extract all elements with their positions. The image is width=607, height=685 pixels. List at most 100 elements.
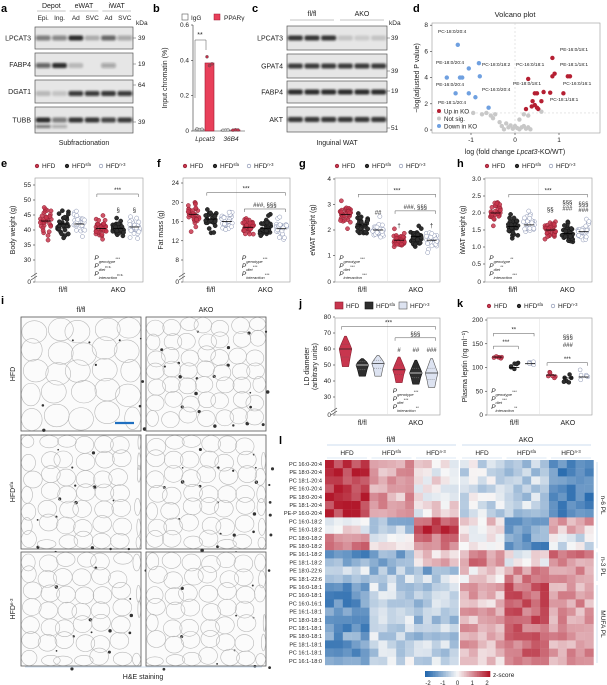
heatmap-cell [540,460,550,469]
heatmap-cell [396,533,406,543]
x-tick-label: AKO [408,420,423,427]
nucleus [268,666,272,670]
adipocyte-outline [219,570,239,588]
heatmap-cell [431,656,441,666]
heatmap-cell [431,501,441,510]
colorbar-tick-label: 2 [485,681,489,685]
protein-band [52,63,67,68]
heatmap-cell [460,533,470,543]
heatmap-cell [486,583,496,592]
data-point [247,220,253,226]
colorbar-segment [433,671,436,677]
heatmap-cell [369,583,379,592]
y-tick-label: 3 [327,202,331,209]
protein-band [354,63,370,69]
heatmap-cell [396,615,406,625]
heatmap-cell [486,624,496,633]
heatmap-cell [495,525,505,534]
heatmap-cell [405,550,415,559]
heatmap-cell [342,632,352,641]
heatmap-cell [557,624,567,633]
legend-label: HFD [342,163,356,170]
y-tick-label: 60 [324,346,332,353]
protein-band [321,89,337,95]
heatmap-cell [513,550,523,559]
heatmap-cell [351,542,361,551]
significance-mark: ### [427,348,438,354]
heatmap-cell [513,574,523,584]
data-point [563,228,568,234]
nucleus [108,629,112,633]
adipocyte-outline [64,359,91,383]
adipocyte-outline [257,536,266,549]
histology-image [20,316,147,432]
heatmap-cell [422,550,432,559]
colorbar-tick-label: -1 [440,681,446,685]
data-point [514,218,520,224]
heatmap-cell [440,501,450,510]
heatmap-cell [557,599,567,608]
heatmap-cell [342,468,352,477]
adipocyte-outline [231,363,251,380]
heatmap-cell [351,476,361,485]
heatmap-row-label: PE 18:0-18:2 [289,544,322,550]
adipocyte-outline [21,631,41,649]
data-point [380,222,385,228]
legend-marker [212,163,218,169]
heatmap-cell [369,624,379,633]
adipocyte-outline [210,392,229,410]
heatmap-row-label: PE 16:1-18:1 [289,610,322,616]
volcano-point-down [473,95,478,100]
p-value-term: interaction [246,275,265,280]
heatmap-cell [405,492,415,502]
kda-marker: 39 [391,35,399,42]
heatmap-cell [531,640,541,649]
adipocyte-outline [160,502,180,520]
heatmap-cell [342,640,352,649]
data-point [127,235,133,240]
data-point [508,212,513,217]
volcano-point-ns [497,119,502,125]
blot-strip [34,106,134,134]
adipocyte-outline [232,331,252,348]
adipocyte-outline [146,530,165,548]
violin [409,359,423,385]
heatmap-cell [422,574,432,584]
colorbar-segment [431,671,434,677]
heatmap-cell [342,574,352,584]
adipocyte-outline [21,454,36,472]
colorbar-label: z-score [493,672,515,679]
adipocyte-outline [74,655,94,666]
p-value-stat: Pinteractionn.s. [94,271,123,280]
y-tick-label: 12 [172,238,180,245]
adipocyte-outline [236,650,256,666]
heatmap-cell [360,525,370,534]
adipocyte-outline [115,383,141,407]
heatmap-cell [522,533,532,543]
protein-band [35,117,51,123]
heatmap-cell [504,558,514,567]
adipocyte-outline [233,554,254,573]
volcano-point-ns [521,112,526,117]
protein-band [371,89,387,95]
heatmap-cell [333,583,343,592]
p-value-stat: Pgenotype** [489,255,513,264]
heatmap-cell [584,648,594,657]
x-tick-label: 0 [513,137,517,144]
adipocyte-outline [110,436,130,454]
heatmap-cell [431,648,441,657]
heatmap-cell [460,542,470,551]
data-point [425,250,430,255]
heatmap-cell [531,591,541,600]
colorbar-segment [426,671,429,677]
heatmap-cell [522,525,532,534]
p-value-stat: Pgenotype*** [491,388,517,397]
data-point [578,377,583,383]
adipocyte-outline [91,336,118,360]
y-tick-label: 2.0 [472,210,481,217]
data-point [515,223,521,228]
heatmap-cell [414,599,424,608]
p-value-significance: n.s. [105,264,111,269]
volcano-point-down [453,91,458,96]
adipocyte-outline [217,435,238,454]
